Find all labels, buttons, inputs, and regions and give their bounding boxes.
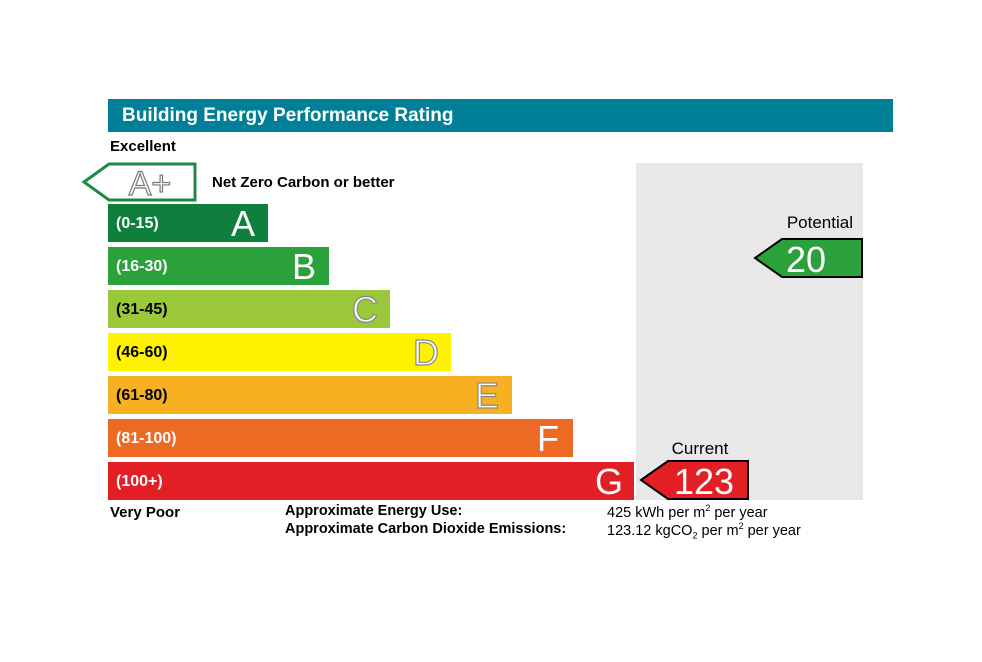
- band-b-letter: B: [292, 246, 316, 287]
- band-d-letter: D: [413, 332, 439, 373]
- band-b-range: (16-30): [116, 258, 168, 275]
- energy-use-unit-sup: 2: [705, 503, 711, 513]
- rating-bands: (0-15) A (16-30) B (31-45) C (46-60) D (61-80) E (…: [108, 203, 634, 502]
- excellent-label: Excellent: [110, 138, 176, 155]
- very-poor-label: Very Poor: [110, 504, 181, 521]
- energy-use-unit-b: per year: [710, 504, 768, 521]
- current-value: 123: [674, 461, 734, 502]
- chart-title: Building Energy Performance Rating: [122, 105, 454, 126]
- band-c-letter: C: [352, 289, 378, 330]
- co2-unit-a: kgCO: [655, 522, 693, 539]
- co2-value: 123.12 kgCO2 per m2 per year: [607, 521, 801, 541]
- band-e-bar: [108, 376, 512, 414]
- co2-unit-sup: 2: [738, 521, 744, 531]
- rating-column-background: [636, 163, 863, 500]
- band-g-letter: G: [595, 461, 623, 502]
- band-g-range: (100+): [116, 473, 163, 490]
- co2-number: 123.12: [607, 522, 652, 539]
- energy-use-value: 425 kWh per m2 per year: [607, 503, 768, 521]
- energy-use-label: Approximate Energy Use:: [285, 503, 463, 519]
- potential-arrow: [753, 238, 863, 278]
- co2-unit-c: per year: [743, 522, 801, 539]
- band-f-bar: [108, 419, 573, 457]
- co2-unit-b: per m: [697, 522, 739, 539]
- aplus-arrow: [81, 162, 197, 202]
- band-a-range: (0-15): [116, 215, 159, 232]
- band-f-range: (81-100): [116, 430, 176, 447]
- co2-label: Approximate Carbon Dioxide Emissions:: [285, 521, 567, 537]
- aplus-letter: A+: [129, 165, 172, 203]
- band-e-range: (61-80): [116, 387, 168, 404]
- band-d-range: (46-60): [116, 344, 168, 361]
- band-e-letter: E: [475, 375, 499, 416]
- potential-value: 20: [786, 239, 826, 280]
- band-a-letter: A: [231, 203, 255, 244]
- energy-use-unit-a: kWh per m: [635, 504, 706, 521]
- current-label: Current: [672, 439, 729, 458]
- band-a-bar: [108, 204, 268, 242]
- co2-unit-sub: 2: [692, 530, 698, 541]
- aplus-description: Net Zero Carbon or better: [212, 174, 395, 191]
- energy-use-number: 425: [607, 504, 632, 521]
- current-arrow: [639, 460, 749, 500]
- title-bar: [108, 99, 893, 132]
- band-g-bar: [108, 462, 634, 500]
- band-f-letter: F: [537, 418, 559, 459]
- band-d-bar: [108, 333, 451, 371]
- band-b-bar: [108, 247, 329, 285]
- potential-label: Potential: [787, 213, 853, 232]
- band-c-range: (31-45): [116, 301, 168, 318]
- band-c-bar: [108, 290, 390, 328]
